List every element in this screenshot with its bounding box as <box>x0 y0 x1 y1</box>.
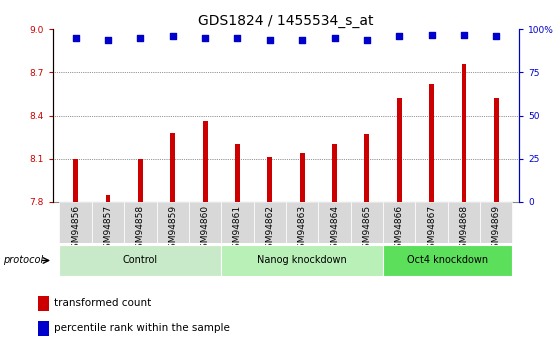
Point <box>459 32 468 37</box>
Bar <box>222 202 254 243</box>
Bar <box>300 153 305 202</box>
Bar <box>189 202 222 243</box>
Text: GSM94864: GSM94864 <box>330 205 339 254</box>
Bar <box>383 202 415 243</box>
Text: GSM94867: GSM94867 <box>427 205 436 254</box>
Text: GSM94856: GSM94856 <box>71 205 80 254</box>
Bar <box>429 84 434 202</box>
Bar <box>480 202 512 243</box>
Bar <box>332 144 337 202</box>
Text: GSM94857: GSM94857 <box>104 205 113 254</box>
Text: GSM94858: GSM94858 <box>136 205 145 254</box>
Point <box>362 37 371 42</box>
Bar <box>38 296 49 311</box>
Text: GSM94862: GSM94862 <box>265 205 275 254</box>
Bar <box>267 157 272 202</box>
Bar <box>60 245 222 276</box>
Bar <box>92 202 124 243</box>
Bar <box>318 202 350 243</box>
Bar <box>383 245 512 276</box>
Point <box>136 35 145 41</box>
Text: GSM94868: GSM94868 <box>459 205 468 254</box>
Text: protocol: protocol <box>3 256 43 265</box>
Bar <box>203 121 208 202</box>
Text: GSM94861: GSM94861 <box>233 205 242 254</box>
Bar <box>222 245 383 276</box>
Point <box>233 35 242 41</box>
Bar <box>38 321 49 336</box>
Bar <box>448 202 480 243</box>
Bar <box>124 202 157 243</box>
Text: Nanog knockdown: Nanog knockdown <box>257 256 347 265</box>
Bar <box>286 202 318 243</box>
Bar <box>60 202 92 243</box>
Text: percentile rank within the sample: percentile rank within the sample <box>54 323 230 333</box>
Text: GSM94865: GSM94865 <box>362 205 372 254</box>
Point <box>169 33 177 39</box>
Bar <box>397 98 402 202</box>
Bar <box>157 202 189 243</box>
Bar <box>494 98 499 202</box>
Text: GSM94859: GSM94859 <box>168 205 177 254</box>
Bar <box>350 202 383 243</box>
Bar <box>138 159 143 202</box>
Text: Control: Control <box>123 256 158 265</box>
Point <box>266 37 275 42</box>
Point <box>395 33 403 39</box>
Point <box>297 37 306 42</box>
Bar <box>170 133 175 202</box>
Text: transformed count: transformed count <box>54 298 151 308</box>
Text: GSM94866: GSM94866 <box>395 205 404 254</box>
Title: GDS1824 / 1455534_s_at: GDS1824 / 1455534_s_at <box>198 14 374 28</box>
Point <box>330 35 339 41</box>
Text: GSM94860: GSM94860 <box>200 205 210 254</box>
Point <box>201 35 210 41</box>
Bar <box>461 64 466 202</box>
Bar <box>364 134 369 202</box>
Text: Oct4 knockdown: Oct4 knockdown <box>407 256 488 265</box>
Text: GSM94863: GSM94863 <box>297 205 307 254</box>
Text: GSM94869: GSM94869 <box>492 205 501 254</box>
Bar <box>235 144 240 202</box>
Point <box>427 32 436 37</box>
Bar <box>73 159 78 202</box>
Point <box>71 35 80 41</box>
Point <box>104 37 113 42</box>
Bar <box>254 202 286 243</box>
Point <box>492 33 501 39</box>
Bar <box>105 195 110 202</box>
Bar <box>415 202 448 243</box>
